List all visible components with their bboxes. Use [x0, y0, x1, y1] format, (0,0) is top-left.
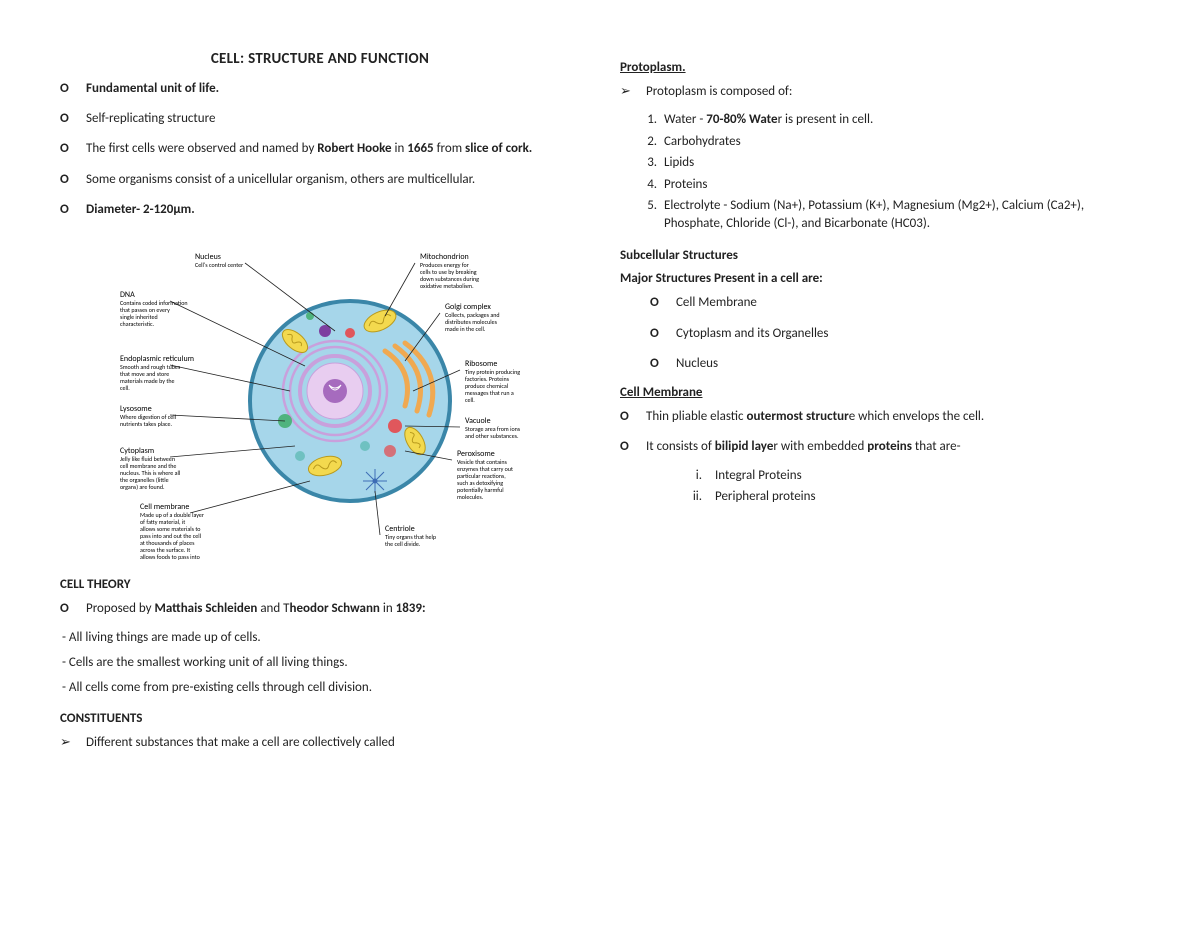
major-structures-heading: Major Structures Present in a cell are: [620, 271, 1140, 286]
major-structure-item: Nucleus [650, 355, 1140, 373]
page: CELL: STRUCTURE AND FUNCTION Fundamental… [0, 0, 1200, 927]
svg-text:made in the cell.: made in the cell. [445, 325, 486, 333]
protoplasm-item: Carbohydrates [660, 133, 1140, 151]
protoplasm-item: Electrolyte - Sodium (Na+), Potassium (K… [660, 197, 1140, 232]
svg-text:Cell's control center: Cell's control center [195, 261, 243, 269]
svg-text:and other substances.: and other substances. [465, 432, 519, 440]
constituents-list: Different substances that make a cell ar… [60, 734, 580, 752]
svg-text:cell.: cell. [120, 384, 130, 392]
cell-membrane-sublist: Integral Proteins Peripheral proteins [665, 468, 1140, 504]
svg-text:the cell and waste to pass: the cell and waste to pass [140, 560, 203, 561]
cell-theory-point: - All cells come from pre-existing cells… [62, 680, 580, 695]
svg-text:oxidative metabolism.: oxidative metabolism. [420, 282, 474, 290]
intro-item: Diameter- 2-120µm. [60, 201, 580, 219]
cell-theory-point: - All living things are made up of cells… [62, 630, 580, 645]
intro-item: Fundamental unit of life. [60, 80, 580, 98]
intro-list: Fundamental unit of life. Self-replicatin… [60, 80, 580, 219]
cell-theory-point: - Cells are the smallest working unit of… [62, 655, 580, 670]
svg-text:molecules.: molecules. [457, 493, 484, 501]
protoplasm-item: Water - 70-80% Water is present in cell. [660, 111, 1140, 129]
svg-text:the cell divide.: the cell divide. [385, 540, 421, 548]
cell-diagram: NucleusCell's control centerDNAContains … [85, 231, 555, 561]
major-structures-list: Cell Membrane Cytoplasm and its Organelle… [650, 294, 1140, 373]
protoplasm-intro: Protoplasm is composed of: [620, 83, 1140, 101]
right-column: Protoplasm. Protoplasm is composed of: W… [600, 50, 1160, 897]
protoplasm-intro-item: Protoplasm is composed of: [620, 83, 1140, 101]
protoplasm-composition: Water - 70-80% Water is present in cell.… [660, 111, 1140, 232]
cell-theory-item: Proposed by Matthais Schleiden and Theod… [60, 600, 580, 618]
cell-membrane-heading: Cell Membrane [620, 385, 1140, 400]
svg-text:cell.: cell. [465, 396, 475, 404]
svg-text:nutrients takes place.: nutrients takes place. [120, 420, 173, 428]
subcellular-heading: Subcellular Structures [620, 248, 1140, 263]
cell-membrane-item: It consists of bilipid layer with embedd… [620, 438, 1140, 456]
cell-membrane-item: Thin pliable elastic outermost structure… [620, 408, 1140, 426]
protoplasm-heading: Protoplasm. [620, 60, 1140, 75]
svg-text:characteristic.: characteristic. [120, 320, 155, 328]
intro-item: The first cells were observed and named … [60, 140, 580, 158]
cell-theory-proposed: Proposed by Matthais Schleiden and Theod… [60, 600, 580, 618]
cell-theory-heading: CELL THEORY [60, 577, 580, 592]
major-structure-item: Cell Membrane [650, 294, 1140, 312]
major-structure-item: Cytoplasm and its Organelles [650, 325, 1140, 343]
constituents-item: Different substances that make a cell ar… [60, 734, 580, 752]
cell-membrane-subitem: Integral Proteins [705, 468, 1140, 483]
protoplasm-item: Proteins [660, 176, 1140, 194]
svg-text:organs) are found.: organs) are found. [120, 483, 165, 491]
cell-membrane-subitem: Peripheral proteins [705, 489, 1140, 504]
constituents-heading: CONSTITUENTS [60, 711, 580, 726]
left-column: CELL: STRUCTURE AND FUNCTION Fundamental… [40, 50, 600, 897]
cell-theory-points: - All living things are made up of cells… [62, 630, 580, 695]
cell-membrane-list: Thin pliable elastic outermost structure… [620, 408, 1140, 456]
intro-item: Self-replicating structure [60, 110, 580, 128]
protoplasm-item: Lipids [660, 154, 1140, 172]
page-title: CELL: STRUCTURE AND FUNCTION [60, 50, 580, 68]
intro-item: Some organisms consist of a unicellular … [60, 171, 580, 189]
